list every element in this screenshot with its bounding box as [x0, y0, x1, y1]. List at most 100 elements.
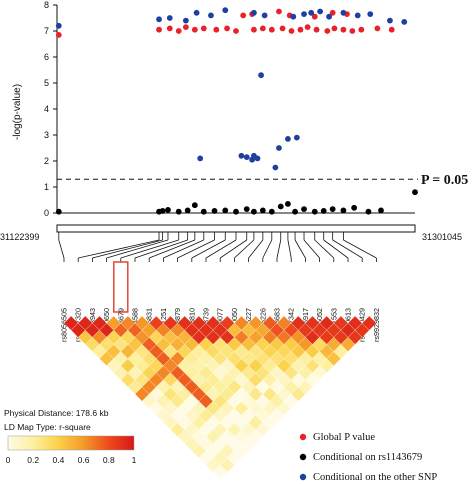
point-cond-rs1143679 — [378, 207, 384, 214]
connector-line — [120, 239, 179, 259]
point-global — [166, 25, 173, 32]
point-cond-other — [208, 12, 214, 19]
point-cond-rs1143679 — [200, 208, 207, 215]
point-cond-other — [243, 154, 250, 161]
point-cond-rs1143679 — [184, 207, 191, 214]
point-cond-rs1143679 — [412, 189, 418, 196]
connector-line — [134, 239, 188, 259]
point-cond-rs1143679 — [340, 207, 347, 214]
y-tick-label: 6 — [44, 52, 49, 62]
ld-map-type: LD Map Type: r-square — [4, 422, 91, 432]
point-global — [251, 26, 257, 33]
end-position: 31301045 — [422, 232, 462, 242]
point-global — [240, 12, 247, 19]
point-cond-rs1143679 — [329, 206, 336, 213]
point-global — [388, 26, 395, 33]
point-global — [279, 25, 286, 32]
legend: Global P value Conditional on rs1143679 Co… — [299, 432, 437, 483]
point-global — [175, 28, 182, 34]
colorbar-tick-label: 0.4 — [52, 455, 64, 465]
point-global — [297, 26, 304, 33]
point-global — [349, 28, 356, 34]
colorbar-tick-label: 0 — [6, 455, 11, 465]
association-plot: 0 1 2 3 4 5 6 7 8 -log(p-value) P = 0.05 — [12, 0, 468, 218]
connector-line — [294, 239, 306, 259]
point-cond-rs1143679 — [365, 208, 372, 215]
point-cond-other — [261, 12, 268, 19]
connector-line — [323, 239, 349, 259]
point-cond-rs1143679 — [285, 201, 291, 207]
colorbar-ticks: 0 0.2 0.4 0.6 0.8 1 — [6, 455, 137, 465]
point-global — [331, 25, 338, 32]
ld-cell — [361, 315, 377, 331]
point-global — [233, 28, 239, 34]
y-tick-label: 3 — [44, 130, 49, 140]
connector-line — [177, 239, 215, 259]
point-cond-rs1143679 — [277, 203, 284, 210]
point-cond-other — [285, 136, 291, 142]
point-cond-other — [258, 72, 264, 79]
legend-label: Conditional on the other SNP — [313, 472, 437, 483]
point-cond-other — [238, 152, 245, 159]
point-cond-rs1143679 — [222, 207, 229, 214]
point-cond-other — [251, 152, 257, 159]
point-cond-rs1143679 — [268, 208, 275, 215]
y-tick-label: 2 — [44, 156, 49, 166]
connector-line — [314, 239, 335, 259]
point-cond-other — [197, 155, 204, 162]
colorbar-tick-label: 1 — [132, 455, 137, 465]
connector-line — [92, 239, 163, 259]
point-global — [324, 28, 331, 34]
point-cond-rs1143679 — [301, 206, 307, 213]
point-cond-rs1143679 — [351, 204, 358, 211]
y-tick-label: 7 — [44, 26, 49, 36]
point-cond-rs1143679 — [211, 208, 218, 214]
point-cond-other — [251, 9, 257, 16]
y-tick-label: 4 — [44, 104, 49, 114]
ld-heatmap — [63, 315, 377, 480]
y-tick-label: 1 — [44, 182, 49, 192]
colorbar — [7, 435, 135, 451]
point-cond-other — [401, 19, 408, 25]
colorbar-tick-label: 0.6 — [78, 455, 90, 465]
point-cond-other — [293, 134, 300, 141]
snp-label: rs9929832 — [372, 308, 381, 342]
position-bar: 31122399 31301045 — [0, 224, 462, 262]
connector-line — [287, 239, 292, 259]
point-global — [311, 13, 318, 20]
threshold-label: P = 0.05 — [421, 173, 468, 188]
colorbar-tick-label: 0.8 — [103, 455, 115, 465]
chromosome-bar — [56, 224, 416, 233]
point-cond-rs1143679 — [311, 208, 318, 215]
point-cond-rs1143679 — [191, 202, 198, 209]
highlighted-snp-box — [113, 261, 129, 313]
point-cond-other — [387, 17, 393, 24]
connector-line — [78, 239, 160, 259]
connector-line — [262, 239, 273, 259]
point-cond-other — [301, 11, 307, 17]
point-global — [156, 26, 162, 33]
legend-marker — [299, 453, 307, 461]
point-cond-other — [272, 164, 279, 171]
connector-line — [106, 239, 169, 259]
point-global — [182, 24, 189, 30]
point-cond-rs1143679 — [251, 208, 257, 215]
point-cond-other — [55, 22, 62, 29]
start-position: 31122399 — [0, 232, 39, 242]
point-cond-other — [156, 16, 162, 23]
point-cond-other — [193, 9, 200, 16]
point-cond-rs1143679 — [233, 208, 239, 215]
y-tick-label: 8 — [44, 0, 49, 10]
connector-line — [303, 239, 320, 259]
point-cond-rs1143679 — [175, 208, 182, 215]
point-global — [224, 25, 230, 32]
point-global — [213, 26, 220, 33]
point-cond-rs1143679 — [259, 207, 266, 214]
point-cond-other — [308, 9, 315, 16]
point-cond-rs1143679 — [292, 208, 298, 215]
snp-label: rs8056505 — [60, 308, 69, 342]
point-cond-rs1143679 — [320, 208, 327, 214]
connector-line — [343, 239, 377, 259]
snp-connectors — [58, 232, 377, 262]
